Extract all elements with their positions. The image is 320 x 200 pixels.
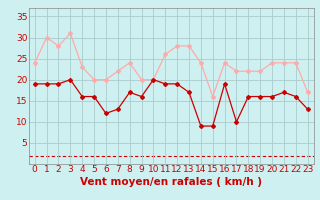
X-axis label: Vent moyen/en rafales ( km/h ): Vent moyen/en rafales ( km/h ) bbox=[80, 177, 262, 187]
